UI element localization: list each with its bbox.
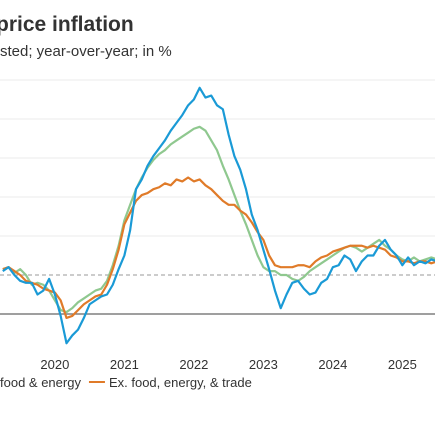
x-tick-label: 2023 (249, 357, 278, 372)
x-tick-label: 2025 (388, 357, 417, 372)
legend-label: food & energy (0, 375, 81, 390)
x-tick-label: 2020 (40, 357, 69, 372)
legend-label: Ex. food, energy, & trade (109, 375, 252, 390)
chart-title: price inflation (0, 13, 134, 36)
series-line (2, 176, 435, 319)
series-line (2, 86, 435, 345)
series-line (2, 125, 435, 314)
chart-subtitle: sted; year-over-year; in % (0, 43, 172, 60)
x-tick-label: 2021 (110, 357, 139, 372)
x-tick-label: 2022 (179, 357, 208, 372)
x-tick-label: 2024 (318, 357, 347, 372)
